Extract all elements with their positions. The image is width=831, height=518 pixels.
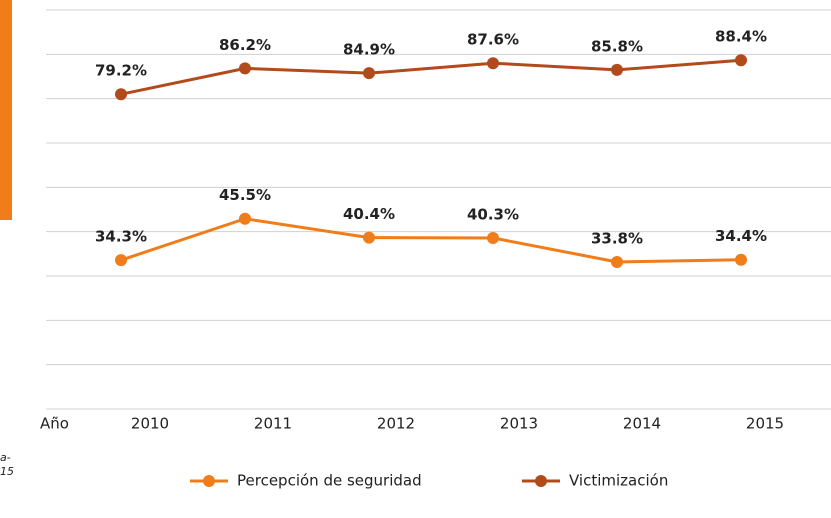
- series-line: [120, 58, 742, 96]
- value-label: 33.8%: [591, 229, 643, 247]
- legend-marker: [535, 475, 547, 487]
- value-label: 34.4%: [715, 227, 767, 245]
- note: a-: [0, 451, 11, 464]
- value-label: 34.3%: [95, 228, 147, 246]
- value-label: 84.9%: [343, 41, 395, 59]
- legend-label: Victimización: [569, 472, 668, 490]
- value-label: 45.5%: [219, 186, 271, 204]
- point: [239, 62, 251, 75]
- x-tick-label: 2011: [254, 415, 292, 433]
- note: 15: [0, 465, 14, 478]
- value-label: 40.4%: [343, 205, 395, 223]
- point: [363, 67, 375, 80]
- x-tick-label: 2012: [377, 415, 415, 433]
- point: [363, 231, 375, 244]
- value-label: 85.8%: [591, 37, 643, 55]
- point: [735, 253, 747, 266]
- x-axis-label: Año: [40, 415, 69, 433]
- value-label: 79.2%: [95, 62, 147, 80]
- point: [487, 57, 499, 70]
- point: [611, 255, 623, 268]
- point: [239, 212, 251, 225]
- x-tick-label: 2014: [623, 415, 661, 433]
- x-tick-label: 2015: [746, 415, 784, 433]
- side-bar: [0, 0, 12, 220]
- point: [735, 54, 747, 67]
- value-label: 88.4%: [715, 28, 767, 46]
- value-label: 40.3%: [467, 205, 519, 223]
- value-label: 86.2%: [219, 36, 271, 54]
- series-line: [120, 217, 742, 264]
- point: [115, 254, 127, 267]
- point: [611, 63, 623, 76]
- x-tick-label: 2013: [500, 415, 538, 433]
- x-tick-label: 2010: [131, 415, 169, 433]
- value-label: 87.6%: [467, 31, 519, 49]
- legend-marker: [203, 475, 215, 487]
- point: [487, 231, 499, 244]
- legend-label: Percepción de seguridad: [237, 472, 422, 490]
- point: [115, 88, 127, 101]
